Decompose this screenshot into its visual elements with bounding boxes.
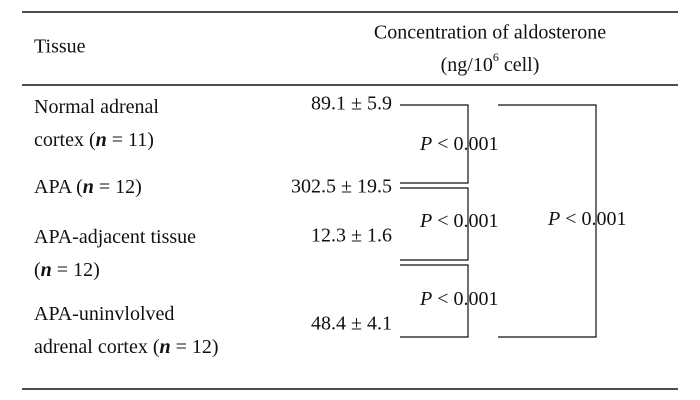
text-part: < 0.001 [432,133,498,155]
text-part: = 12) [52,259,100,281]
text-part: APA-uninvlolved [34,303,174,325]
tissue-label: cortex (n = 11) [34,129,154,151]
text-part: < 0.001 [432,210,498,232]
text-part: n [96,129,107,151]
text-part: = 12) [171,336,219,358]
text-part: < 0.001 [432,288,498,310]
bracket [400,187,469,261]
tissue-label: Normal adrenal [34,96,159,118]
text-part: n [83,176,94,198]
concentration-value: 89.1 ± 5.9 [311,93,392,115]
tissue-label: APA-uninvlolved [34,303,174,325]
tissue-label: APA-adjacent tissue [34,226,196,248]
p-value: P < 0.001 [547,208,627,230]
p-value: P < 0.001 [419,288,499,310]
concentration-value: 48.4 ± 4.1 [311,313,392,335]
p-value: P < 0.001 [419,210,499,232]
text-part: P [419,288,432,310]
text-part: adrenal cortex ( [34,336,160,358]
concentration-value: 302.5 ± 19.5 [291,176,392,198]
header-tissue: Tissue [34,36,86,58]
text-part: = 12) [94,176,142,198]
tissue-label: adrenal cortex (n = 12) [34,336,219,358]
text-part: n [41,259,52,281]
header-concentration: Concentration of aldosterone [374,22,606,44]
text-part: cortex ( [34,129,96,151]
bracket [400,104,469,184]
tissue-label: (n = 12) [34,259,100,281]
concentration-value: 12.3 ± 1.6 [311,225,392,247]
p-value: P < 0.001 [419,133,499,155]
text-part: P [547,208,560,230]
unit-exponent: 6 [493,50,499,64]
bracket [400,264,469,338]
text-part: APA ( [34,176,83,198]
unit-base: (ng/10 [441,54,493,76]
unit-rest: cell) [499,54,540,76]
tissue-label: APA (n = 12) [34,176,142,198]
header-unit: (ng/106 cell) [441,50,540,76]
text-part: APA-adjacent tissue [34,226,196,248]
text-part: n [159,336,170,358]
text-part: P [419,210,432,232]
text-part: < 0.001 [560,208,626,230]
bracket [498,104,597,338]
text-part: = 11) [107,129,154,151]
text-part: P [419,133,432,155]
text-part: ( [34,259,41,281]
text-part: Normal adrenal [34,96,159,118]
